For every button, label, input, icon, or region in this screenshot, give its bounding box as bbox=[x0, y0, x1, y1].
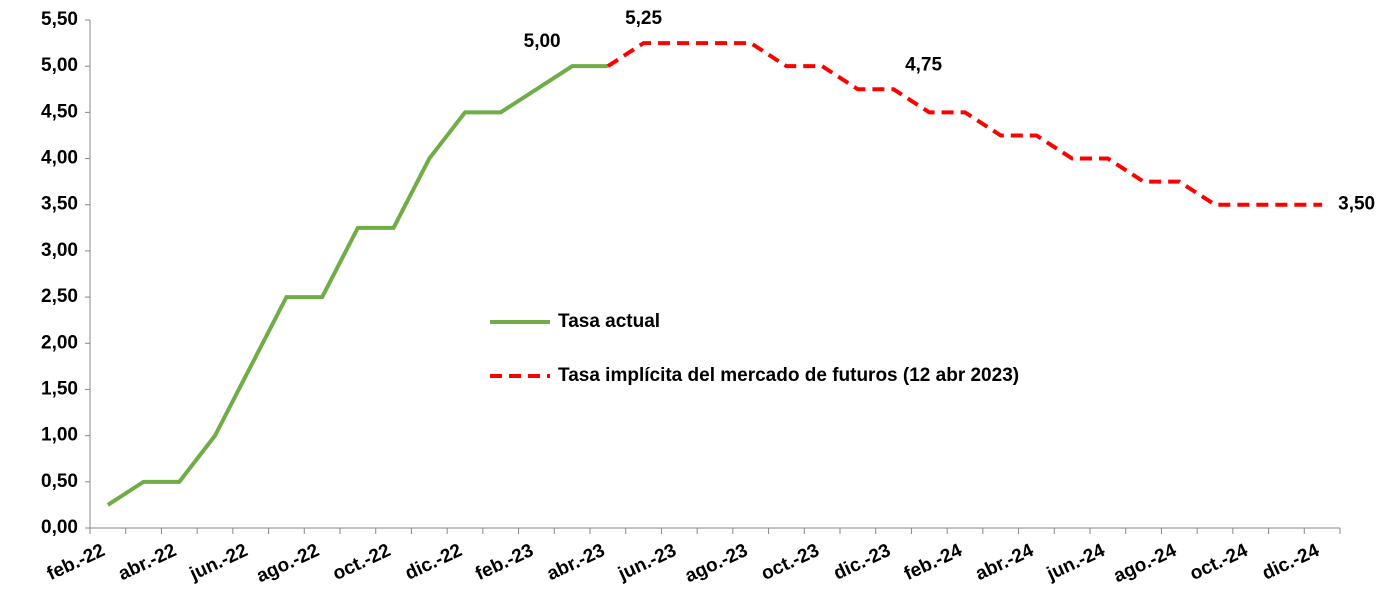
x-tick-label: jun.-23 bbox=[614, 540, 679, 585]
y-tick-label: 3,50 bbox=[41, 194, 78, 215]
x-tick-label: ago.-22 bbox=[253, 540, 322, 587]
data-label: 3,50 bbox=[1338, 194, 1375, 215]
y-tick-label: 1,00 bbox=[41, 425, 78, 446]
x-tick-label: ago.-23 bbox=[682, 540, 751, 587]
x-tick-label: dic.-22 bbox=[402, 540, 465, 584]
series-line bbox=[606, 41, 1323, 207]
legend-label: Tasa implícita del mercado de futuros (1… bbox=[558, 365, 1019, 386]
data-label: 5,00 bbox=[524, 31, 561, 52]
y-tick-label: 0,50 bbox=[41, 471, 78, 492]
y-tick-label: 5,50 bbox=[41, 9, 78, 30]
x-tick-label: abr.-22 bbox=[115, 540, 179, 585]
y-tick-label: 4,50 bbox=[41, 101, 78, 122]
x-tick-label: feb.-24 bbox=[901, 540, 966, 585]
x-tick-label: oct.-23 bbox=[758, 540, 822, 585]
x-tick-label: abr.-23 bbox=[544, 540, 608, 585]
x-tick-label: jun.-24 bbox=[1043, 540, 1109, 586]
y-tick-label: 2,00 bbox=[41, 332, 78, 353]
y-tick-label: 2,50 bbox=[41, 286, 78, 307]
x-tick-label: abr.-24 bbox=[972, 540, 1037, 585]
data-label: 5,25 bbox=[625, 8, 662, 29]
x-tick-label: dic.-23 bbox=[831, 540, 894, 584]
y-tick-label: 4,00 bbox=[41, 148, 78, 169]
legend-label: Tasa actual bbox=[558, 311, 660, 332]
x-tick-label: jun.-22 bbox=[186, 540, 251, 585]
series-line bbox=[106, 64, 608, 507]
y-tick-label: 0,00 bbox=[41, 517, 78, 538]
x-tick-label: feb.-23 bbox=[472, 540, 536, 585]
x-tick-label: ago.-24 bbox=[1110, 540, 1180, 587]
y-tick-label: 1,50 bbox=[41, 378, 78, 399]
y-tick-label: 5,00 bbox=[41, 55, 78, 76]
x-tick-label: dic.-24 bbox=[1259, 540, 1323, 585]
x-tick-label: feb.-22 bbox=[44, 540, 108, 585]
x-tick-label: oct.-24 bbox=[1187, 540, 1252, 585]
y-tick-label: 3,00 bbox=[41, 240, 78, 261]
data-label: 4,75 bbox=[905, 54, 942, 75]
x-tick-label: oct.-22 bbox=[330, 540, 394, 585]
